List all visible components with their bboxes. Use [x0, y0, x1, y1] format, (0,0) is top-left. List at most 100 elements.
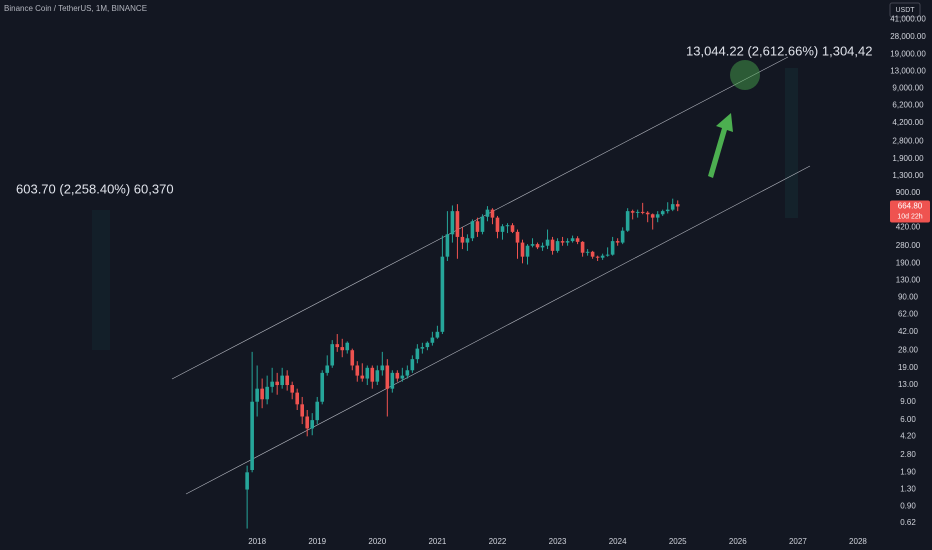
- candle-body: [370, 367, 375, 382]
- y-tick-label: 1,900.00: [892, 154, 924, 163]
- candle-body: [615, 241, 620, 243]
- candle-body: [330, 344, 335, 366]
- y-tick-label: 13.00: [898, 380, 919, 389]
- currency-button-label[interactable]: USDT: [895, 7, 915, 14]
- candle-body: [405, 370, 410, 376]
- candle-body: [460, 236, 465, 243]
- y-tick-label: 4.20: [900, 431, 916, 440]
- candle-body: [325, 365, 330, 373]
- y-tick-label: 1,300.00: [892, 171, 924, 180]
- symbol-title: Binance Coin / TetherUS, 1M, BINANCE: [4, 4, 147, 13]
- y-tick-label: 280.00: [896, 241, 921, 250]
- candle-body: [410, 359, 415, 371]
- candle-body: [295, 392, 300, 405]
- candle-body: [420, 347, 425, 349]
- candle-body: [365, 367, 370, 379]
- candle-body: [375, 370, 380, 382]
- candle-body: [270, 381, 274, 387]
- y-tick-label: 41,000.00: [890, 15, 926, 24]
- candle-body: [610, 241, 615, 255]
- candle-body: [560, 241, 565, 243]
- y-tick-label: 19.00: [898, 363, 919, 372]
- y-tick-label: 1.90: [900, 467, 916, 476]
- candle-body: [435, 331, 440, 338]
- candle-body: [665, 209, 670, 212]
- candle-body: [255, 388, 259, 402]
- candle-body: [555, 241, 560, 251]
- y-tick-label: 6,200.00: [892, 100, 924, 109]
- y-tick-label: 28.00: [898, 345, 919, 354]
- candle-body: [525, 245, 530, 257]
- candle-body: [580, 241, 585, 253]
- candle-body: [590, 251, 595, 257]
- candle-body: [340, 347, 345, 351]
- candle-body: [290, 385, 294, 393]
- candle-body: [620, 230, 625, 243]
- annotation: 603.70 (2,258.40%) 60,370: [16, 181, 174, 196]
- y-tick-label: 9.00: [900, 397, 916, 406]
- candle-body: [505, 225, 510, 227]
- x-tick-label: 2027: [789, 537, 807, 546]
- channel-line: [171, 56, 789, 380]
- x-tick-label: 2025: [669, 537, 687, 546]
- candle-body: [390, 372, 395, 389]
- y-tick-label: 130.00: [896, 276, 921, 285]
- candle-body: [480, 216, 485, 232]
- x-tick-label: 2018: [248, 537, 266, 546]
- candle-body: [275, 381, 279, 386]
- candle-body: [450, 211, 455, 235]
- candle-body: [265, 386, 269, 400]
- y-tick-label: 0.62: [900, 518, 916, 527]
- candle-body: [635, 211, 640, 213]
- candle-body: [465, 238, 470, 243]
- candle-body: [605, 254, 610, 256]
- candle-body: [350, 350, 355, 366]
- y-tick-label: 1.30: [900, 485, 916, 494]
- candle-body: [400, 375, 405, 379]
- candle-body: [595, 256, 600, 258]
- candle-body: [425, 342, 430, 348]
- y-tick-label: 420.00: [896, 222, 921, 231]
- countdown-label: 10d 22h: [897, 213, 922, 220]
- candle-body: [670, 204, 675, 210]
- candle-body: [395, 372, 400, 379]
- candle-body: [440, 256, 445, 332]
- candle-body: [415, 348, 420, 360]
- x-tick-label: 2019: [308, 537, 326, 546]
- y-tick-label: 42.00: [898, 327, 919, 336]
- candle-body: [300, 404, 305, 417]
- y-tick-label: 0.90: [900, 501, 916, 510]
- x-tick-label: 2023: [549, 537, 567, 546]
- candle-body: [280, 375, 284, 386]
- candle-body: [305, 416, 310, 429]
- candle-body: [570, 238, 575, 242]
- candle-body: [540, 245, 545, 248]
- candle-body: [355, 365, 360, 376]
- candle-body: [630, 211, 635, 213]
- y-tick-label: 19,000.00: [890, 49, 926, 58]
- x-tick-label: 2022: [489, 537, 507, 546]
- candle-body: [530, 244, 535, 246]
- range-box: [785, 68, 798, 218]
- y-tick-label: 6.00: [900, 415, 916, 424]
- candle-body: [485, 209, 490, 217]
- candle-body: [360, 375, 365, 379]
- candle-body: [445, 234, 450, 257]
- y-tick-label: 62.00: [898, 309, 919, 318]
- candle-body: [500, 226, 505, 232]
- last-price-label: 664.80: [898, 202, 923, 211]
- currency-button[interactable]: [889, 2, 921, 18]
- candle-body: [470, 221, 475, 239]
- candle-body: [660, 211, 665, 215]
- candle-body: [655, 214, 660, 218]
- candle-body: [565, 241, 570, 243]
- candles: [245, 198, 680, 529]
- candle-body: [640, 211, 645, 213]
- x-tick-label: 2028: [849, 537, 867, 546]
- candle-body: [575, 238, 580, 242]
- candle-body: [310, 420, 315, 429]
- y-tick-label: 190.00: [896, 258, 921, 267]
- y-tick-label: 28,000.00: [890, 32, 926, 41]
- y-tick-label: 2,800.00: [892, 136, 924, 145]
